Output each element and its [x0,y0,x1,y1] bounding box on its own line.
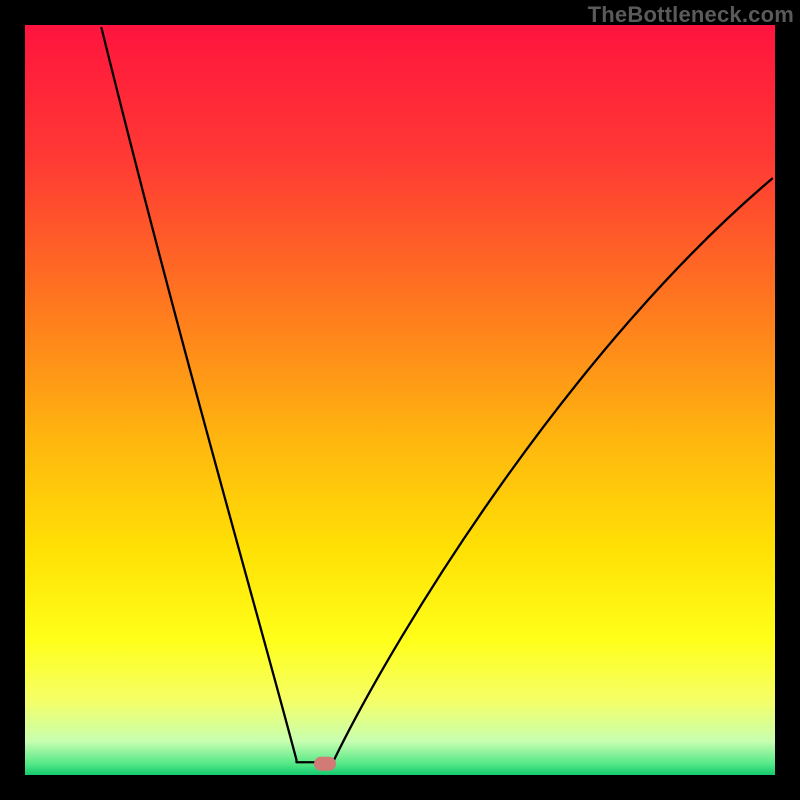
minimum-marker [314,757,336,771]
chart-stage: TheBottleneck.com [0,0,800,800]
plot-background [25,25,775,775]
watermark-text: TheBottleneck.com [588,2,794,28]
bottleneck-chart-svg [0,0,800,800]
